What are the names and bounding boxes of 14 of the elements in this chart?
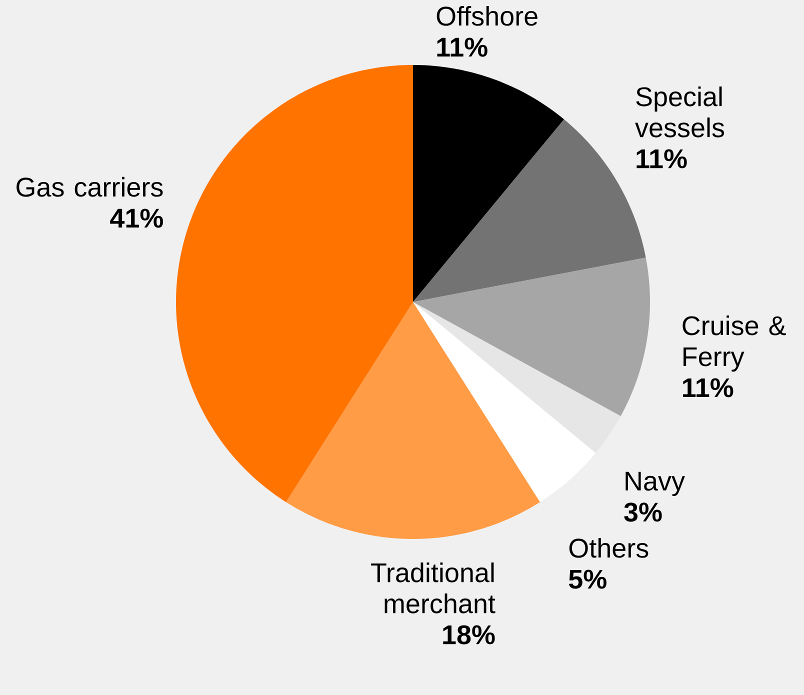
- data-label: 11%: [437, 38, 488, 57]
- slice-label: Cruise & Ferry: [682, 315, 786, 372]
- data-label: 11%: [636, 149, 687, 168]
- slice-label: Special vessels: [635, 86, 724, 138]
- data-label: 5%: [568, 570, 606, 589]
- slice-label: Traditional merchant: [371, 562, 496, 614]
- slice-label: Gas carriers: [16, 176, 163, 197]
- data-label: 18%: [443, 625, 495, 644]
- data-label: 11%: [683, 378, 734, 398]
- slice-label: Others: [569, 538, 648, 558]
- slice-label: Offshore: [436, 6, 538, 26]
- data-label: 3%: [624, 502, 662, 522]
- data-label: 41%: [110, 208, 164, 228]
- slice-label: Navy: [626, 472, 685, 496]
